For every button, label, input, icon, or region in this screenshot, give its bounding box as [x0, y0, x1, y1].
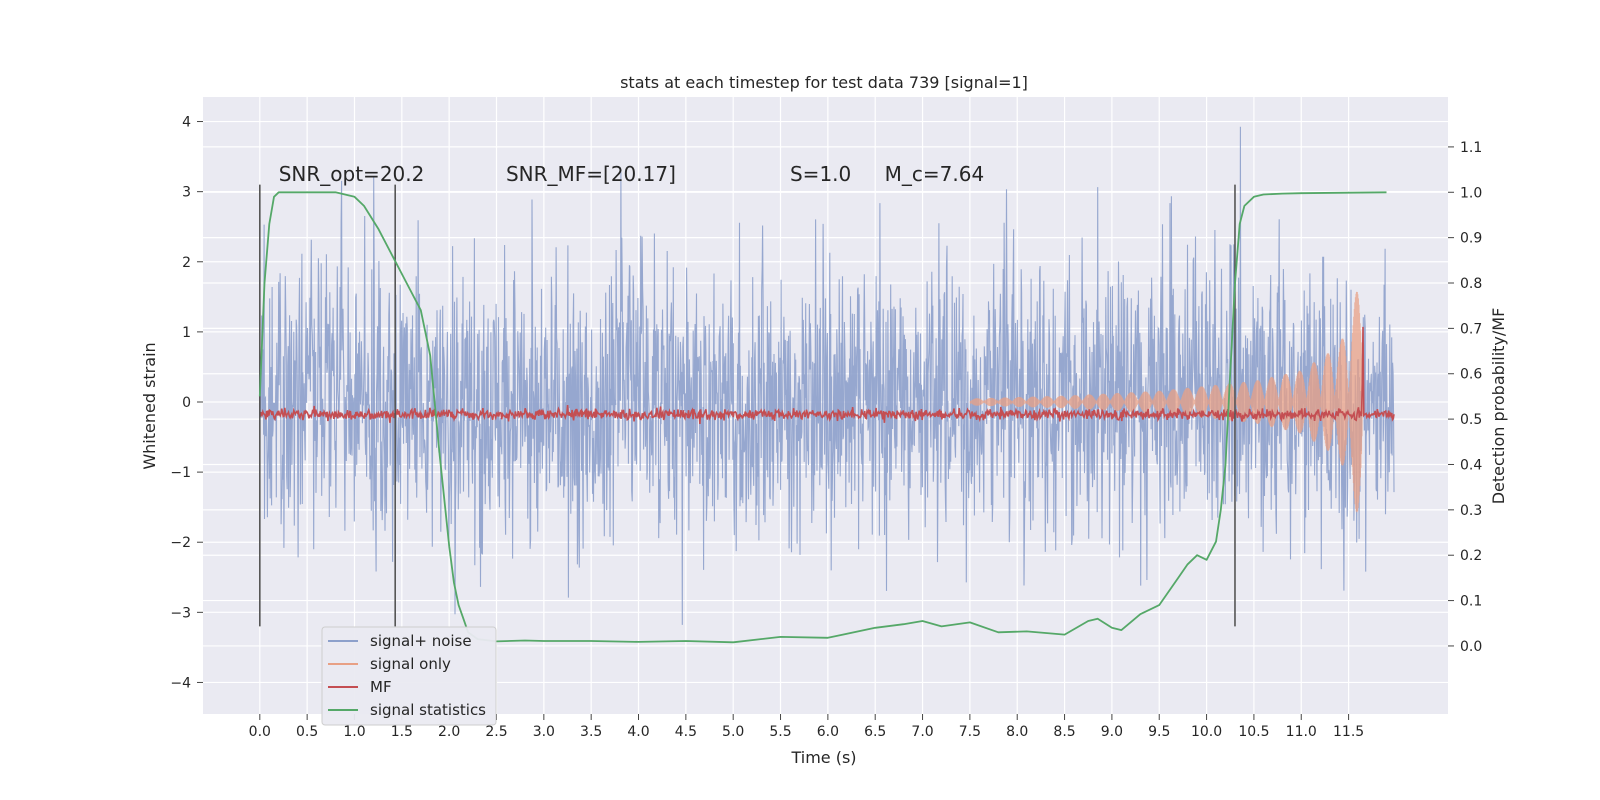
- x-axis: 0.0 0.5 1.0 1.5 2.0 2.5 3.0 3.5 4.0 4.5 5.0 5.5 6.0 6…: [249, 714, 1364, 740]
- legend-box: [321, 626, 497, 726]
- y-axis-left: 4 3 2 1 0 −1 −2 −3 −4: [170, 115, 203, 691]
- x-tick-label-23: 11.5: [1333, 724, 1364, 740]
- x-tick-label-13: 6.5: [864, 724, 886, 740]
- x-tick-label-0: 0.0: [249, 724, 271, 740]
- x-tick-label-22: 11.0: [1286, 724, 1317, 740]
- x-tick-label-4: 2.0: [438, 724, 460, 740]
- annotations: SNR_opt=20.2 SNR_MF=[20.17] S=1.0 M_c=7.64: [279, 162, 984, 186]
- x-tick-label-17: 8.5: [1053, 724, 1075, 740]
- y-axis-label-right: Detection probability/MF: [1489, 308, 1508, 505]
- y-right-tick-label-8: 0.3: [1460, 503, 1482, 519]
- y-right-tick-label-10: 0.1: [1460, 594, 1482, 610]
- x-tick-label-2: 1.0: [343, 724, 365, 740]
- x-tick-label-14: 7.0: [911, 724, 933, 740]
- x-tick-label-15: 7.5: [959, 724, 981, 740]
- y-tick-label-5: −1: [170, 465, 191, 481]
- x-axis-label: Time (s): [790, 748, 856, 767]
- series-mf: [259, 326, 1395, 425]
- x-tick-label-21: 10.5: [1238, 724, 1269, 740]
- y-right-tick-label-1: 1.0: [1460, 185, 1482, 201]
- annotation-2: S=1.0: [790, 162, 851, 186]
- x-tick-label-19: 9.5: [1148, 724, 1170, 740]
- annotation-3: M_c=7.64: [885, 162, 985, 186]
- annotation-0: SNR_opt=20.2: [279, 162, 425, 186]
- y-right-tick-label-6: 0.5: [1460, 412, 1482, 428]
- signal-statistics-layer: [258, 191, 1387, 644]
- annotation-1: SNR_MF=[20.17]: [506, 162, 676, 186]
- x-tick-label-10: 5.0: [722, 724, 744, 740]
- y-right-tick-label-5: 0.6: [1460, 367, 1482, 383]
- vertical-markers: [259, 184, 1236, 627]
- y-right-tick-label-7: 0.4: [1460, 457, 1482, 473]
- y-tick-label-4: 0: [182, 395, 191, 411]
- y-tick-label-8: −4: [170, 675, 191, 691]
- y-axis-right: 1.1 1.0 0.9 0.8 0.7 0.6 0.5 0.4 0.3 0.2 0.1 0.0: [1448, 140, 1482, 655]
- x-tick-label-6: 3.0: [533, 724, 555, 740]
- x-tick-label-11: 5.5: [769, 724, 791, 740]
- legend-label-1: signal only: [370, 655, 451, 673]
- y-tick-label-2: 2: [182, 255, 191, 271]
- x-tick-label-12: 6.0: [817, 724, 839, 740]
- x-tick-label-18: 9.0: [1101, 724, 1123, 740]
- y-right-tick-label-4: 0.7: [1460, 321, 1482, 337]
- y-right-tick-label-3: 0.8: [1460, 276, 1482, 292]
- x-tick-label-9: 4.5: [675, 724, 697, 740]
- x-tick-label-16: 8.0: [1006, 724, 1028, 740]
- y-tick-label-7: −3: [170, 605, 191, 621]
- series-signal-only: [969, 291, 1364, 513]
- x-tick-label-7: 3.5: [580, 724, 602, 740]
- y-right-tick-label-2: 0.9: [1460, 231, 1482, 247]
- series-signal-statistics: [258, 191, 1387, 644]
- y-right-tick-label-0: 1.1: [1460, 140, 1482, 156]
- y-axis-label: Whitened strain: [140, 342, 159, 469]
- y-tick-label-6: −2: [170, 535, 191, 551]
- y-right-tick-label-11: 0.0: [1460, 639, 1482, 655]
- x-tick-label-8: 4.0: [627, 724, 649, 740]
- y-right-tick-label-9: 0.2: [1460, 548, 1482, 564]
- y-tick-label-1: 3: [182, 185, 191, 201]
- x-tick-label-5: 2.5: [485, 724, 507, 740]
- legend: signal+ noise signal only MF signal statist…: [321, 626, 497, 726]
- legend-label-3: signal statistics: [370, 701, 486, 719]
- chart-title: stats at each timestep for test data 739…: [620, 73, 1028, 92]
- x-tick-label-3: 1.5: [391, 724, 413, 740]
- legend-label-0: signal+ noise: [370, 632, 472, 650]
- y-tick-label-0: 4: [182, 115, 191, 131]
- x-tick-label-20: 10.0: [1191, 724, 1222, 740]
- y-tick-label-3: 1: [182, 325, 191, 341]
- x-tick-label-1: 0.5: [296, 724, 318, 740]
- legend-label-2: MF: [370, 678, 392, 696]
